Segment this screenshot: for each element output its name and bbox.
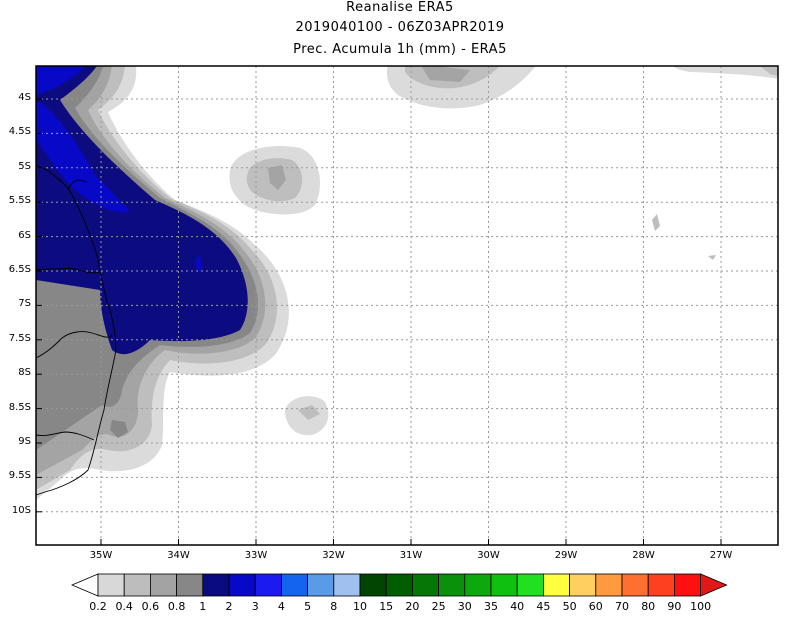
colorbar-label: 10 — [353, 600, 367, 613]
colorbar-swatch — [202, 573, 230, 597]
precip-contour-2b — [36, 100, 130, 213]
colorbar-label: 0.6 — [141, 600, 160, 613]
colorbar-label: 0.8 — [167, 600, 186, 613]
colorbar-swatch — [333, 573, 361, 597]
precip-speck-2 — [708, 255, 716, 260]
colorbar-label: 90 — [667, 600, 682, 613]
lon-tick-label: 33W — [244, 550, 268, 561]
lon-tick-label: 27W — [709, 550, 733, 561]
lon-tick-label: 30W — [477, 550, 500, 561]
colorbar-swatch — [543, 573, 571, 597]
precip-contour-2c — [195, 256, 202, 272]
colorbar-max-triangle — [700, 573, 728, 597]
axis-ticks — [36, 98, 722, 545]
precip-cell-5s-core — [268, 165, 286, 190]
colorbar-min-triangle — [70, 573, 99, 597]
colorbar-swatch — [411, 573, 439, 597]
state-border-1 — [36, 267, 101, 274]
lat-tick-label: 6.5S — [8, 264, 31, 275]
lat-lon-grid — [36, 66, 778, 545]
lon-tick-label: 28W — [632, 550, 655, 561]
lon-tick-label: 29W — [554, 550, 578, 561]
colorbar-swatch — [647, 573, 675, 597]
colorbar-swatch — [438, 573, 466, 597]
colorbar-label: 3 — [251, 600, 259, 613]
lat-tick-label: 9.5S — [8, 470, 31, 482]
precip-cell-southwest — [110, 420, 128, 438]
lat-tick-label: 5S — [18, 160, 31, 172]
colorbar-label: 1 — [199, 600, 207, 613]
colorbar-label: 25 — [431, 600, 446, 613]
colorbar-label: 15 — [379, 600, 394, 613]
colorbar-swatch — [123, 573, 151, 597]
colorbar-label: 20 — [405, 600, 420, 613]
colorbar-swatch — [307, 573, 335, 597]
precip-fields — [36, 66, 778, 500]
lat-tick-label: 4S — [18, 92, 31, 103]
precip-speck-1 — [652, 214, 660, 231]
precip-contour-2 — [36, 66, 87, 95]
colorbar-swatch — [516, 573, 544, 597]
colorbar-label: 35 — [484, 600, 498, 613]
state-border-2 — [36, 331, 113, 359]
colorbar-swatch — [359, 573, 387, 597]
colorbar-label: 100 — [690, 600, 712, 613]
colorbar-label: 8 — [330, 600, 338, 613]
colorbar-label: 80 — [641, 600, 656, 613]
colorbar-swatch — [97, 573, 125, 597]
colorbar-label: 2 — [225, 600, 233, 613]
precip-cell-8s-inner — [298, 405, 320, 420]
lat-tick-label: 8.5S — [8, 401, 31, 413]
lat-tick-label: 10S — [11, 504, 31, 516]
colorbar-label: 0.4 — [115, 600, 133, 613]
precip-cell-northeast — [672, 66, 778, 79]
precip-contour-1 — [36, 66, 248, 355]
colorbar-label: 40 — [510, 600, 525, 613]
precip-cell-northeast-inner — [760, 66, 778, 77]
colorbar-swatch — [674, 573, 702, 597]
chart-title-line-2: 2019040100 - 06Z03APR2019 — [295, 20, 505, 35]
colorbar-label: 45 — [536, 600, 551, 613]
colorbar-swatch — [176, 573, 204, 597]
state-border-4 — [67, 179, 87, 191]
colorbar-label: 60 — [588, 600, 603, 613]
colorbar-label: 4 — [277, 600, 285, 613]
colorbar-label: 30 — [457, 600, 472, 613]
lat-tick-label: 8S — [18, 367, 31, 379]
colorbar-label: 50 — [562, 600, 577, 613]
state-border-3 — [36, 431, 95, 441]
colorbar — [70, 573, 728, 597]
colorbar-label: 70 — [615, 600, 629, 613]
colorbar-swatch — [595, 573, 623, 597]
colorbar-label: 5 — [304, 600, 312, 613]
precip-cell-north-core — [421, 66, 470, 82]
lon-tick-label: 32W — [322, 550, 345, 561]
colorbar-swatch — [385, 573, 413, 597]
lat-tick-label: 9S — [18, 436, 31, 447]
colorbar-swatch — [149, 573, 177, 597]
lat-tick-label: 7.5S — [8, 332, 31, 344]
colorbar-swatch — [569, 573, 597, 597]
chart-title-line-1: Reanalise ERA5 — [346, 0, 454, 15]
lon-tick-label: 34W — [167, 550, 190, 561]
colorbar-swatch — [621, 573, 649, 597]
colorbar-swatch — [254, 573, 282, 597]
lat-tick-label: 6S — [18, 229, 31, 241]
coastline-and-borders — [36, 164, 117, 496]
colorbar-swatch — [464, 573, 492, 597]
colorbar-swatch — [280, 573, 308, 597]
colorbar-swatch — [490, 573, 518, 597]
colorbar-label: 0.2 — [89, 600, 107, 613]
lat-tick-label: 5.5S — [8, 195, 31, 207]
chart-title-line-3: Prec. Acumula 1h (mm) - ERA5 — [293, 42, 507, 57]
lon-tick-label: 31W — [399, 550, 423, 561]
lat-tick-label: 7S — [18, 298, 31, 310]
lat-tick-label: 4.5S — [8, 126, 31, 138]
coastline — [36, 164, 117, 496]
lon-tick-label: 35W — [89, 550, 113, 561]
colorbar-swatch — [228, 573, 256, 597]
